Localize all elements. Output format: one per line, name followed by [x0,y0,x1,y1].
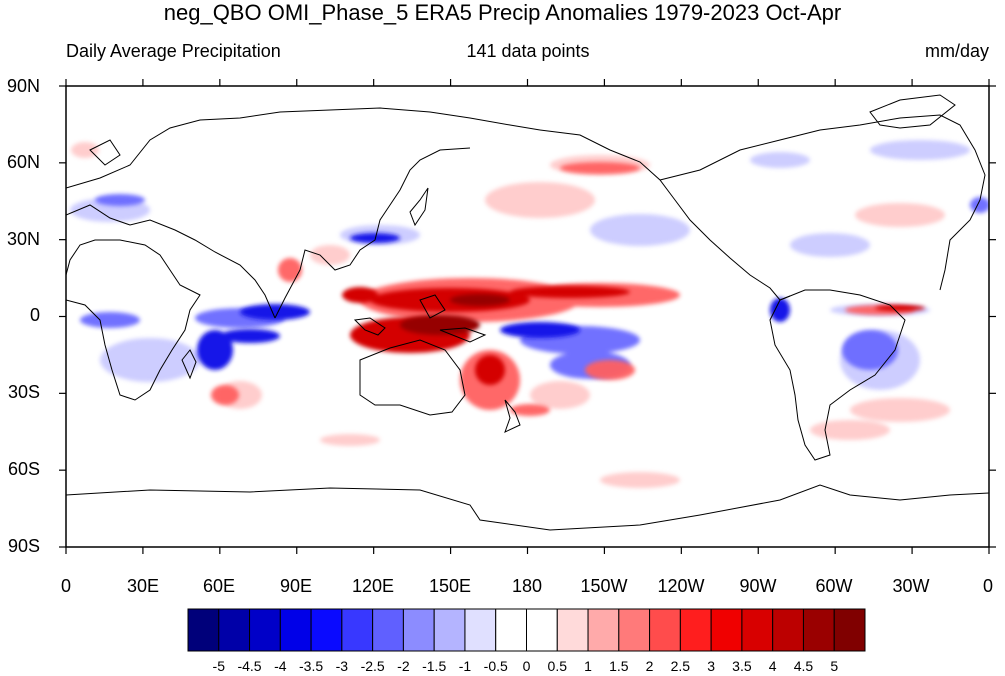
subtitle-left: Daily Average Precipitation [66,41,281,61]
lat-label-0: 0 [29,305,40,325]
lat-label-30n: 30N [6,229,40,249]
colorbar-label: -1 [458,658,472,674]
lon-label-120e: 120E [351,576,395,596]
lat-label-90n: 90N [6,76,40,96]
lon-label-180: 180 [511,576,543,596]
lat-label-30s: 30S [7,382,40,402]
colorbar-box [310,608,343,652]
colorbar-label: 0 [522,658,531,674]
coastlines [66,94,989,531]
colorbar-box [679,608,712,652]
lon-label-60e: 60E [202,576,236,596]
colorbar-label: -4.5 [237,658,262,674]
subtitle-center: 141 data points [466,41,590,61]
colorbar-box [433,608,466,652]
colorbar-box [464,608,497,652]
lat-label-90s: 90S [7,536,40,556]
map-title: neg_QBO OMI_Phase_5 ERA5 Precip Anomalie… [163,0,842,25]
lat-label-60s: 60S [7,459,40,479]
lon-label-90w: 90W [739,576,777,596]
lon-label-30e: 30E [126,576,160,596]
colorbar-label: -2 [397,658,410,674]
colorbar-box [249,608,281,652]
colorbar-box [556,608,589,652]
colorbar-box [587,608,620,652]
colorbar-box [218,608,251,652]
colorbar-label: -5 [212,658,225,674]
colorbar-box [802,608,835,652]
colorbar-box [526,608,558,652]
colorbar-label: -3 [335,658,349,674]
colorbar-label: 2.5 [670,658,691,674]
colorbar-label: 5 [830,658,839,674]
colorbar-label: 1 [584,658,592,674]
colorbar-label: 3.5 [732,658,752,674]
colorbar-label: -0.5 [483,658,508,674]
colorbar-box [372,608,404,652]
colorbar-label: -2.5 [360,658,385,674]
colorbar-box [741,608,774,652]
colorbar-box [402,608,435,652]
colorbar-label: 3 [707,658,716,674]
lon-label-120w: 120W [657,576,705,596]
colorbar-label: -3.5 [299,658,324,674]
subtitle-right: mm/day [924,41,989,61]
colorbar-box [341,608,374,652]
colorbar-box [833,608,866,652]
precip-anomaly-field [70,140,989,488]
colorbar-label: -1.5 [422,658,447,674]
lon-label-0: 0 [60,576,71,596]
colorbar-label: 2 [645,658,654,674]
colorbar-label: 4.5 [793,658,814,674]
colorbar-box [618,608,651,652]
colorbar-box [710,608,743,652]
colorbar-label: -4 [274,658,287,674]
colorbar-box [649,608,681,652]
colorbar-box [279,608,312,652]
lon-label-0-end: 0 [982,576,993,596]
lon-label-150w: 150W [580,576,628,596]
colorbar-label: 1.5 [609,658,629,674]
colorbar-box [495,608,527,652]
lon-label-30w: 30W [892,576,930,596]
lat-label-60n: 60N [6,152,40,172]
lon-label-60w: 60W [815,576,853,596]
colorbar-box [187,608,220,652]
lon-label-90e: 90E [279,576,313,596]
colorbar-label: 4 [768,658,777,674]
lon-label-150e: 150E [428,576,472,596]
colorbar-label: 0.5 [547,658,567,674]
colorbar-box [772,608,804,652]
map-ticks [59,79,996,554]
